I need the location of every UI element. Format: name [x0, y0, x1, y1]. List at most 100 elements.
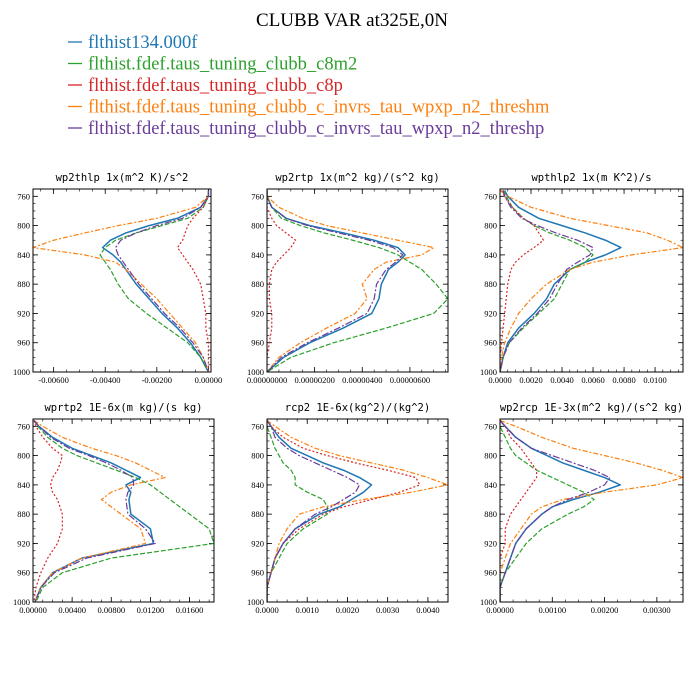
y-tick-label: 840 — [484, 250, 497, 260]
y-tick-label: 800 — [484, 221, 497, 231]
series-line-4 — [500, 189, 683, 372]
y-tick-label: 840 — [251, 250, 264, 260]
legend: flthist134.000fflthist.fdef.taus_tuning_… — [68, 33, 550, 139]
series-line-2 — [267, 190, 448, 372]
figure-title: CLUBB VAR at325E,0N — [256, 10, 448, 31]
y-tick-label: 800 — [251, 451, 264, 461]
y-tick-label: 760 — [251, 421, 264, 431]
y-tick-label: 760 — [484, 421, 497, 431]
legend-entry: flthist134.000f — [88, 33, 198, 53]
x-tick-label: 0.0000 — [255, 605, 278, 615]
series-line-2 — [99, 190, 210, 372]
panel-title: wp2thlp 1x(m^2 K)/s^2 — [56, 172, 189, 184]
x-tick-label: -0.00600 — [38, 375, 68, 385]
series-line-5 — [267, 190, 404, 372]
y-tick-label: 800 — [17, 451, 30, 461]
x-tick-label: 0.00000 — [486, 605, 514, 615]
series-line-1 — [33, 419, 155, 602]
y-tick-label: 920 — [484, 538, 497, 548]
series-line-3 — [176, 190, 210, 372]
x-tick-label: 0.00000 — [19, 605, 47, 615]
x-tick-label: 0.0080 — [612, 375, 635, 385]
x-tick-label: 0.00000400 — [342, 375, 382, 385]
panel-title: wp2rtp 1x(m^2 kg)/(s^2 kg) — [275, 172, 439, 184]
y-tick-label: 920 — [251, 538, 264, 548]
panel-frame — [266, 418, 449, 603]
x-tick-label: 0.00400 — [58, 605, 86, 615]
series-line-4 — [267, 190, 435, 372]
y-tick-label: 840 — [484, 480, 497, 490]
series-line-4 — [267, 419, 448, 602]
series-line-1 — [500, 419, 622, 602]
y-tick-label: 1000 — [247, 367, 264, 377]
series-line-1 — [267, 190, 406, 372]
x-tick-label: 0.01600 — [176, 605, 204, 615]
legend-entry: flthist.fdef.taus_tuning_clubb_c_invrs_t… — [88, 98, 550, 118]
panel-3: wpthlp2 1x(m K^2)/s 760 800 840 880 920 960 100… — [480, 172, 684, 385]
legend-entry: flthist.fdef.taus_tuning_clubb_c8p — [88, 76, 343, 96]
panel-frame — [266, 188, 449, 373]
x-tick-label: -0.00400 — [90, 375, 120, 385]
y-tick-label: 880 — [251, 279, 264, 289]
y-tick-label: 840 — [251, 480, 264, 490]
y-tick-label: 960 — [17, 568, 30, 578]
series-line-1 — [101, 190, 210, 372]
panel-2: wp2rtp 1x(m^2 kg)/(s^2 kg) 760 800 840 880 92… — [247, 172, 449, 385]
y-tick-label: 960 — [251, 338, 264, 348]
series-line-2 — [267, 420, 328, 602]
panel-title: wp2rcp 1E-3x(m^2 kg)/(s^2 kg) — [500, 402, 683, 414]
panel-frame — [499, 188, 684, 373]
x-tick-label: 0.00200 — [591, 605, 619, 615]
y-tick-label: 920 — [484, 308, 497, 318]
series-line-3 — [500, 190, 545, 372]
panel-title: rcp2 1E-6x(kg^2)/(kg^2) — [285, 402, 430, 414]
panel-title: wprtp2 1E-6x(m kg)/(s kg) — [44, 402, 202, 414]
series-line-5 — [267, 420, 361, 602]
panel-4: wprtp2 1E-6x(m kg)/(s kg) 760 800 840 880 920… — [13, 402, 215, 615]
series-line-3 — [267, 190, 297, 372]
y-tick-label: 960 — [484, 568, 497, 578]
y-tick-label: 880 — [484, 279, 497, 289]
panel-frame — [32, 418, 215, 603]
series-line-5 — [114, 190, 210, 372]
panel-title: wpthlp2 1x(m K^2)/s — [531, 172, 651, 184]
series-line-4 — [33, 419, 166, 602]
y-tick-label: 800 — [251, 221, 264, 231]
y-tick-label: 1000 — [480, 367, 497, 377]
series-line-4 — [500, 419, 683, 602]
y-tick-label: 760 — [17, 191, 30, 201]
y-tick-label: 920 — [251, 308, 264, 318]
legend-entry: flthist.fdef.taus_tuning_clubb_c8m2 — [88, 55, 357, 75]
y-tick-label: 760 — [17, 421, 30, 431]
y-tick-label: 1000 — [13, 367, 30, 377]
y-tick-label: 800 — [17, 221, 30, 231]
series-line-5 — [500, 420, 611, 602]
x-tick-label: 0.0000 — [488, 375, 511, 385]
y-tick-label: 800 — [484, 451, 497, 461]
series-line-5 — [33, 420, 156, 602]
y-tick-label: 840 — [17, 480, 30, 490]
panel-5: rcp2 1E-6x(kg^2)/(kg^2) 760 800 840 880 920 96… — [247, 402, 449, 615]
x-tick-label: 0.0100 — [643, 375, 666, 385]
y-tick-label: 920 — [17, 308, 30, 318]
panels: wp2thlp 1x(m^2 K)/s^2 760 800 840 880 920 960 1… — [13, 172, 684, 615]
series-line-2 — [500, 190, 594, 372]
x-tick-label: 0.0020 — [336, 605, 359, 615]
x-tick-label: -0.00200 — [142, 375, 172, 385]
y-tick-label: 1000 — [13, 597, 30, 607]
x-tick-label: 0.0030 — [376, 605, 399, 615]
x-tick-label: 0.0010 — [296, 605, 319, 615]
y-tick-label: 960 — [251, 568, 264, 578]
y-tick-label: 960 — [17, 338, 30, 348]
x-tick-label: 0.01200 — [137, 605, 165, 615]
legend-entry: flthist.fdef.taus_tuning_clubb_c_invrs_t… — [88, 119, 544, 139]
y-tick-label: 760 — [484, 191, 497, 201]
x-tick-label: 0.0020 — [519, 375, 542, 385]
panel-frame — [32, 188, 212, 373]
series-line-2 — [33, 420, 214, 602]
panel-1: wp2thlp 1x(m^2 K)/s^2 760 800 840 880 920 960 1… — [13, 172, 222, 385]
x-tick-label: 0.00000 — [195, 375, 223, 385]
y-tick-label: 880 — [17, 279, 30, 289]
y-tick-label: 880 — [484, 509, 497, 519]
